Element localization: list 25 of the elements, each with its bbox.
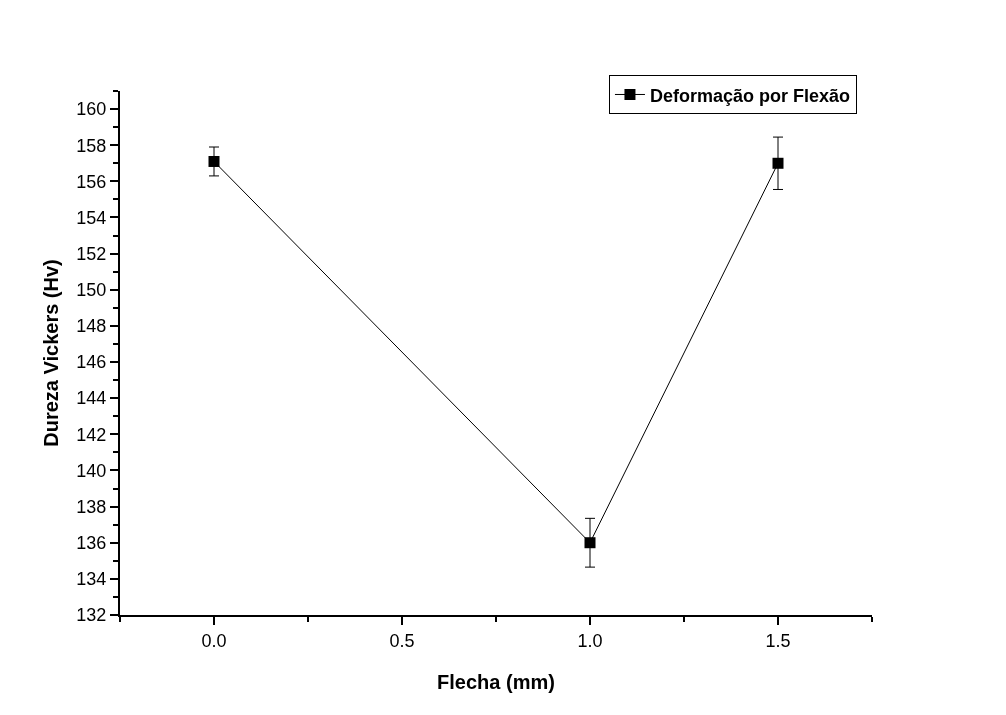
- y-tick-label: 152: [76, 243, 107, 264]
- y-tick-label: 160: [76, 99, 107, 120]
- y-tick-label: 158: [76, 135, 107, 156]
- y-tick-label: 154: [76, 207, 107, 228]
- x-tick-label: 0.5: [389, 630, 415, 651]
- y-tick-label: 140: [76, 460, 107, 481]
- y-axis-title: Dureza Vickers (Hv): [40, 259, 63, 447]
- y-tick-label: 150: [76, 280, 107, 301]
- y-tick-label: 156: [76, 171, 107, 192]
- x-axis-title: Flecha (mm): [437, 670, 555, 693]
- y-tick-label: 134: [76, 569, 107, 590]
- point: [208, 155, 220, 167]
- y-tick-label: 144: [76, 388, 107, 409]
- y-tick-label: 138: [76, 496, 107, 517]
- y-tick-label: 146: [76, 352, 107, 373]
- point: [772, 157, 784, 169]
- legend-label: Deformação por Flexão: [649, 85, 851, 106]
- y-tick-label: 148: [76, 316, 107, 337]
- y-tick-label: 136: [76, 533, 107, 554]
- y-tick-label: 142: [76, 424, 107, 445]
- point: [584, 537, 596, 549]
- x-tick-label: 1.0: [577, 630, 603, 651]
- x-tick-label: 0.0: [201, 630, 227, 651]
- y-tick-label: 132: [76, 605, 107, 626]
- x-tick-label: 1.5: [765, 630, 791, 651]
